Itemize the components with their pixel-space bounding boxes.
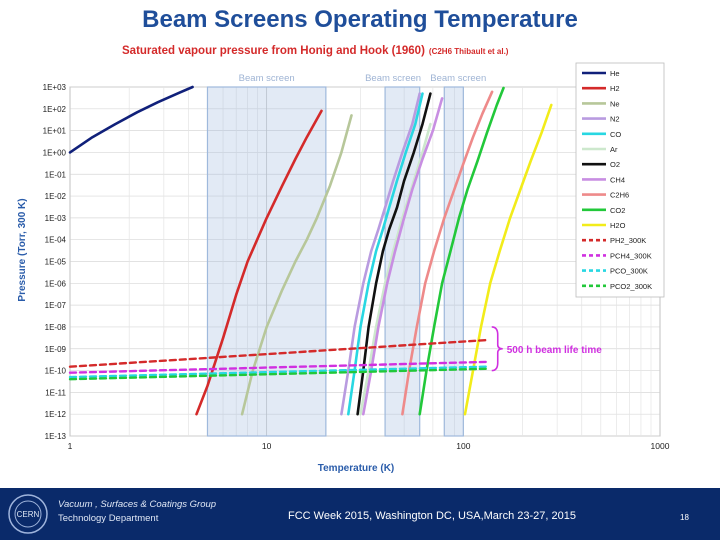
y-tick-label: 1E-01 bbox=[45, 170, 67, 179]
y-tick-label: 1E-12 bbox=[45, 410, 67, 419]
beam-screen-label: Beam screen bbox=[430, 73, 486, 84]
beam-screen-region bbox=[206, 86, 327, 437]
legend-label: PCO_300K bbox=[610, 267, 648, 276]
y-tick-label: 1E-13 bbox=[45, 432, 67, 441]
legend-label: C2H6 bbox=[610, 191, 629, 200]
axis-layer: 1E+03 1E+02 1E+01 1E+00 1E-01 1E-02 1E-03 1E-04… bbox=[43, 83, 670, 451]
legend-label: PCO2_300K bbox=[610, 282, 652, 291]
page-number: 18 bbox=[680, 513, 689, 522]
annotation-bracket bbox=[491, 326, 503, 372]
y-tick-label: 1E-05 bbox=[45, 258, 67, 267]
group-info: Vacuum , Surfaces & Coatings Group Techn… bbox=[58, 498, 216, 526]
legend-label: H2 bbox=[610, 84, 620, 93]
series-line-ne bbox=[240, 114, 353, 416]
cern-logo: CERN bbox=[8, 494, 48, 534]
legend-label: Ne bbox=[610, 99, 620, 108]
series-line-ch4 bbox=[362, 97, 444, 416]
x-tick-label: 1000 bbox=[651, 441, 670, 451]
event-info: FCC Week 2015, Washington DC, USA,March … bbox=[288, 510, 576, 522]
x-tick-label: 10 bbox=[262, 441, 272, 451]
series-line-pco_300k bbox=[68, 365, 487, 379]
y-tick-label: 1E-06 bbox=[45, 279, 67, 288]
y-tick-label: 1E-10 bbox=[45, 367, 67, 376]
y-tick-label: 1E+00 bbox=[43, 148, 67, 157]
y-tick-label: 1E-07 bbox=[45, 301, 67, 310]
cern-logo-text: CERN bbox=[17, 510, 40, 519]
y-tick-label: 1E-11 bbox=[45, 388, 66, 397]
series-line-ph2_300k bbox=[68, 338, 487, 368]
slide-title: Beam Screens Operating Temperature bbox=[142, 6, 578, 33]
beam-screen-label: Beam screen bbox=[365, 73, 421, 84]
series-line-h2 bbox=[195, 109, 323, 416]
legend: He H2 Ne N2 CO Ar O2 CH4 C2H6 CO2 H2O PH2_300K PCH4_… bbox=[575, 62, 665, 298]
legend-label: CO bbox=[610, 130, 621, 139]
chart-title-note: (C2H6 Thibault et al.) bbox=[429, 47, 509, 56]
beam-screen-label: Beam screen bbox=[239, 73, 295, 84]
series-line-pch4_300k bbox=[68, 360, 487, 374]
legend-label: Ar bbox=[610, 145, 618, 154]
series-line-h2o bbox=[463, 103, 553, 416]
footer-bar: CERN Vacuum , Surfaces & Coatings Group … bbox=[0, 488, 720, 540]
y-tick-label: 1E-03 bbox=[45, 214, 67, 223]
y-tick-label: 1E-04 bbox=[45, 236, 67, 245]
department-name: Technology Department bbox=[58, 513, 159, 524]
legend-label: CO2 bbox=[610, 206, 625, 215]
x-tick-label: 100 bbox=[456, 441, 470, 451]
series-line-pco2_300k bbox=[68, 367, 487, 381]
series-line-he bbox=[68, 85, 194, 154]
y-tick-label: 1E-09 bbox=[45, 345, 67, 354]
y-axis-label: Pressure (Torr, 300 K) bbox=[17, 198, 28, 301]
legend-label: PH2_300K bbox=[610, 236, 646, 245]
annotation-label: 500 h beam life time bbox=[507, 345, 602, 356]
y-tick-label: 1E+02 bbox=[43, 105, 67, 114]
legend-label: PCH4_300K bbox=[610, 251, 652, 260]
y-tick-label: 1E-08 bbox=[45, 323, 67, 332]
legend-label: He bbox=[610, 69, 620, 78]
series-layer bbox=[68, 85, 553, 416]
grid-layer bbox=[69, 86, 661, 437]
vapour-pressure-chart: Saturated vapour pressure from Honig and… bbox=[17, 45, 670, 474]
series-line-ar bbox=[359, 122, 432, 416]
series-line-o2 bbox=[356, 92, 432, 416]
series-line-co2 bbox=[418, 86, 505, 416]
legend-label: H2O bbox=[610, 221, 626, 230]
x-axis-label: Temperature (K) bbox=[318, 463, 395, 474]
chart-title-main: Saturated vapour pressure from Honig and… bbox=[122, 45, 425, 57]
annotation-layer: 500 h beam life time bbox=[491, 326, 602, 372]
legend-label: CH4 bbox=[610, 175, 625, 184]
beam-screen-regions: Beam screen Beam screen Beam screen bbox=[206, 73, 486, 437]
y-tick-label: 1E+01 bbox=[43, 127, 67, 136]
series-line-c2h6 bbox=[401, 90, 494, 416]
y-tick-label: 1E-02 bbox=[45, 192, 67, 201]
legend-label: O2 bbox=[610, 160, 620, 169]
y-tick-label: 1E+03 bbox=[43, 83, 67, 92]
chart-title: Saturated vapour pressure from Honig and… bbox=[122, 45, 509, 57]
group-name: Vacuum , Surfaces & Coatings Group bbox=[58, 499, 217, 510]
series-line-n2 bbox=[340, 92, 421, 416]
legend-label: N2 bbox=[610, 115, 620, 124]
series-line-co bbox=[347, 92, 424, 416]
x-tick-label: 1 bbox=[68, 441, 73, 451]
